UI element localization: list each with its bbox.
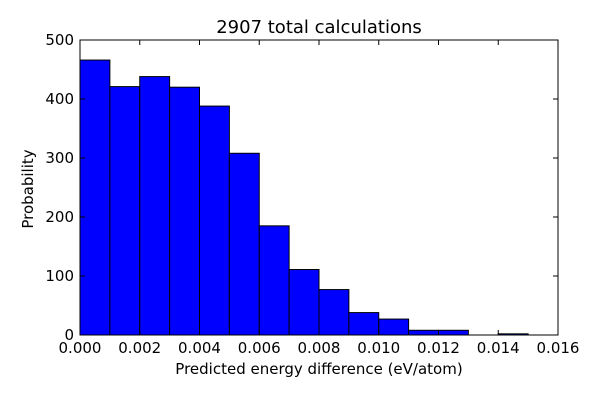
histogram-bar bbox=[378, 318, 410, 336]
y-axis-label: Probability bbox=[19, 149, 37, 228]
x-tick-label: 0.010 bbox=[357, 339, 400, 357]
histogram-bar bbox=[139, 76, 171, 336]
histogram-bar bbox=[348, 312, 380, 336]
histogram-bar bbox=[79, 59, 111, 336]
y-tick-label: 500 bbox=[45, 31, 74, 49]
histogram-bar bbox=[438, 329, 469, 336]
x-tick-label: 0.012 bbox=[417, 339, 460, 357]
x-tick-label: 0.016 bbox=[537, 339, 580, 357]
y-tick-label: 0 bbox=[64, 326, 74, 344]
y-tick-label: 200 bbox=[45, 208, 74, 226]
plot-frame bbox=[79, 39, 559, 336]
histogram-bar bbox=[288, 269, 320, 336]
y-tick-label: 100 bbox=[45, 267, 74, 285]
y-tick-label: 300 bbox=[45, 149, 74, 167]
histogram-bar bbox=[318, 289, 350, 336]
y-tick-label: 400 bbox=[45, 90, 74, 108]
histogram-bar bbox=[109, 86, 141, 336]
x-tick-label: 0.008 bbox=[298, 339, 341, 357]
chart-title: 2907 total calculations bbox=[216, 17, 422, 38]
histogram-bar bbox=[258, 225, 290, 336]
x-tick-label: 0.004 bbox=[178, 339, 221, 357]
x-tick-label: 0.014 bbox=[477, 339, 520, 357]
histogram-bar bbox=[169, 86, 200, 336]
histogram-bar bbox=[228, 152, 260, 336]
bars-group bbox=[79, 59, 529, 336]
x-tick-label: 0.002 bbox=[118, 339, 161, 357]
x-tick-label: 0.000 bbox=[59, 339, 102, 357]
histogram-bar bbox=[199, 105, 230, 336]
x-tick-label: 0.006 bbox=[238, 339, 281, 357]
ticks-group: 0.000 0.002 0.004 0.006 0.008 0.010 0.012 0.014… bbox=[45, 31, 579, 357]
x-axis-label: Predicted energy difference (eV/atom) bbox=[175, 360, 462, 378]
histogram-bar bbox=[408, 329, 439, 336]
